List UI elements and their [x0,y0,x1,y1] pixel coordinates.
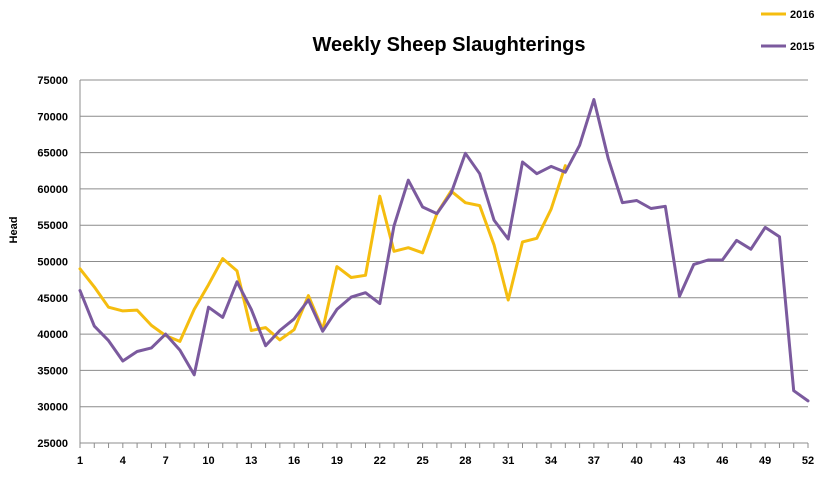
x-tick-label: 19 [331,455,343,467]
x-tick-label: 25 [416,455,428,467]
x-tick-label: 52 [802,455,814,467]
x-tick-label: 10 [202,455,214,467]
legend-label-2015: 2015 [790,41,814,53]
x-tick-label: 37 [588,455,600,467]
series-line-2016 [78,164,567,343]
y-tick-label: 30000 [37,402,68,414]
legend: 2016 2015 [761,9,814,53]
series-line-2015 [78,98,810,403]
x-tick-label: 40 [631,455,643,467]
x-tick-label: 13 [245,455,257,467]
x-tick-label: 46 [716,455,728,467]
y-tick-label: 25000 [37,438,68,450]
x-tick-label: 22 [374,455,386,467]
y-tick-label: 45000 [37,293,68,305]
legend-label-2016: 2016 [790,9,814,21]
x-tick-label: 43 [673,455,685,467]
y-axis: 75000 70000 65000 60000 55000 50000 45000 40000… [37,75,68,450]
series-layer [78,98,810,403]
x-tick-label: 49 [759,455,771,467]
gridlines [79,79,808,444]
x-tick-label: 1 [77,455,83,467]
y-tick-label: 65000 [37,148,68,160]
y-axis-label: Head [8,217,20,244]
x-tick-label: 28 [459,455,471,467]
x-tick-label: 16 [288,455,300,467]
x-tick-label: 31 [502,455,514,467]
y-tick-label: 60000 [37,184,68,196]
x-tick-label: 34 [545,455,558,467]
x-tick-label: 7 [163,455,169,467]
y-tick-label: 70000 [37,111,68,123]
y-tick-label: 55000 [37,220,68,232]
y-tick-label: 50000 [37,257,68,269]
x-tick-label: 4 [120,455,127,467]
y-tick-label: 40000 [37,329,68,341]
y-tick-label: 35000 [37,365,68,377]
y-tick-label: 75000 [37,75,68,87]
chart-title: Weekly Sheep Slaughterings [312,34,585,56]
x-axis: 1 4 7 10 13 16 19 22 25 28 31 34 37 40 43 46 49 52 [77,443,814,467]
